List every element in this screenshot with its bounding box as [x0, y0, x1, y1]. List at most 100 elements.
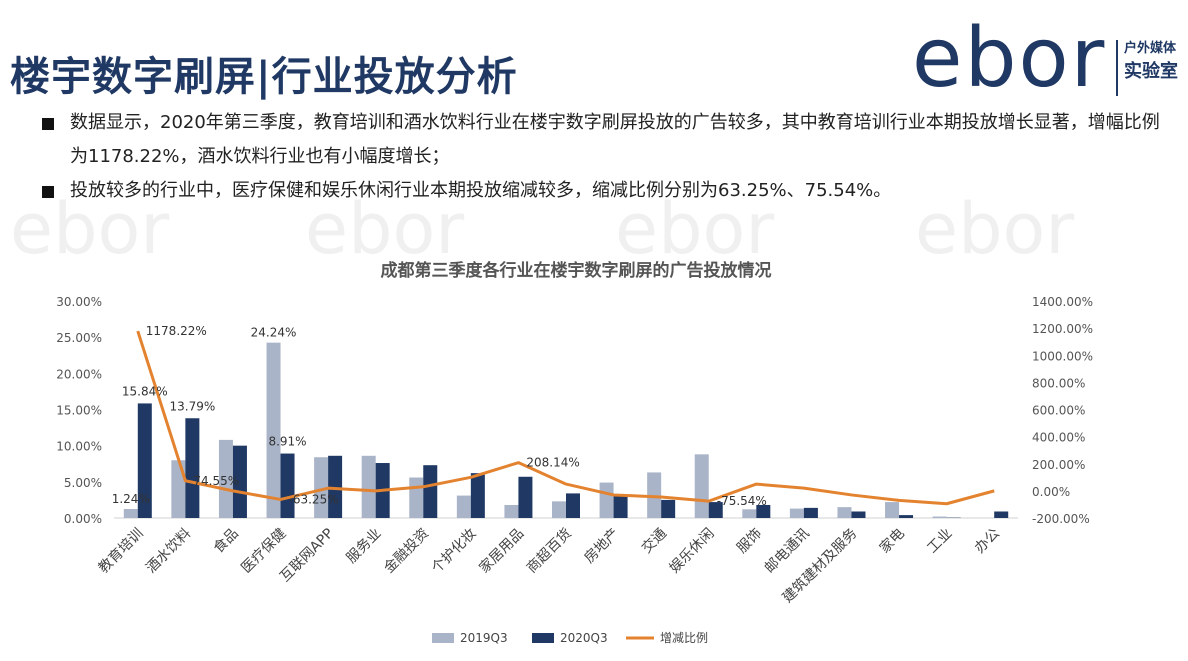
x-axis-category-label: 商超百货 [523, 525, 575, 577]
bar-2020q3 [280, 453, 295, 518]
bar-2020q3 [232, 445, 247, 518]
bar-2019q3 [837, 507, 852, 518]
left-axis-tick-label: 15.00% [56, 404, 102, 418]
x-axis-category-label: 交通 [638, 525, 670, 557]
x-axis-category-label: 个护化妆 [429, 526, 480, 577]
bar-2019q3 [789, 508, 804, 518]
watermark-3: ebor [615, 188, 775, 270]
bar-2020q3 [518, 476, 533, 518]
brand-logo: ebor 户外媒体 实验室 [912, 18, 1182, 102]
right-axis-tick-label: 1000.00% [1032, 349, 1093, 363]
bar-2020q3 [661, 499, 676, 518]
data-label: -63.25% [289, 492, 339, 506]
left-axis-tick-label: 0.00% [64, 512, 102, 526]
chart-title: 成都第三季度各行业在楼宇数字刷屏的广告投放情况 [381, 260, 772, 281]
data-label: 13.79% [169, 399, 215, 413]
bar-2019q3 [266, 342, 281, 518]
page-title: 楼宇数字刷屏|行业投放分析 [10, 54, 518, 100]
right-axis-tick-label: -200.00% [1032, 512, 1090, 526]
data-label: 1.24% [112, 492, 150, 506]
right-axis-tick-label: 1200.00% [1032, 322, 1093, 336]
watermark-1: ebor [10, 188, 170, 270]
x-axis-category-label: 房地产 [581, 526, 622, 567]
data-label: 74.55% [193, 474, 239, 488]
logo-badge: 户外媒体 实验室 [1116, 40, 1180, 96]
x-axis-category-label: 娱乐休闲 [667, 526, 718, 577]
bar-2020q3 [899, 515, 914, 518]
bullet-square-icon [42, 118, 54, 130]
bar-2019q3 [885, 502, 900, 518]
x-axis-category-label: 食品 [210, 525, 242, 557]
right-axis-tick-label: 400.00% [1032, 431, 1085, 445]
bar-2020q3 [470, 473, 485, 518]
x-axis-category-label: 金融投资 [381, 526, 432, 577]
bullet-text: 数据显示，2020年第三季度，教育培训和酒水饮料行业在楼宇数字刷屏投放的广告较多… [70, 112, 1160, 167]
data-label: 24.24% [251, 326, 297, 340]
right-axis-tick-label: 200.00% [1032, 458, 1085, 472]
data-label: 8.91% [268, 435, 306, 449]
bar-2020q3 [708, 502, 723, 518]
x-axis-category-label: 教育培训 [96, 526, 147, 577]
bullet-item: 投放较多的行业中，医疗保健和娱乐休闲行业本期投放缩减较多，缩减比例分别为63.2… [40, 174, 1160, 208]
bar-2019q3 [171, 460, 186, 518]
right-axis-tick-label: 800.00% [1032, 376, 1085, 390]
summary-bullets: 数据显示，2020年第三季度，教育培训和酒水饮料行业在楼宇数字刷屏投放的广告较多… [40, 106, 1160, 208]
logo-badge-line1: 户外媒体 [1124, 41, 1177, 56]
bar-2020q3 [613, 496, 628, 518]
left-axis-tick-label: 5.00% [64, 476, 102, 490]
bar-2019q3 [599, 482, 614, 518]
right-axis-tick-label: 0.00% [1032, 485, 1070, 499]
data-label: 15.84% [122, 384, 168, 398]
bar-2020q3 [566, 493, 580, 518]
legend-label: 2019Q3 [460, 631, 508, 645]
bar-2020q3 [803, 507, 818, 518]
logo-badge-line2: 实验室 [1124, 61, 1178, 82]
x-axis-category-label: 酒水饮料 [143, 526, 194, 577]
x-axis-category-label: 家电 [876, 525, 908, 557]
bullet-square-icon [42, 186, 54, 198]
x-axis-category-label: 工业 [924, 526, 955, 557]
bar-2019q3 [552, 501, 566, 518]
x-axis-category-label: 办公 [972, 526, 1003, 557]
bullet-item: 数据显示，2020年第三季度，教育培训和酒水饮料行业在楼宇数字刷屏投放的广告较多… [40, 106, 1160, 174]
left-axis-tick-label: 20.00% [56, 367, 102, 381]
legend-swatch-2020q3 [532, 633, 554, 643]
line-change-ratio [136, 330, 995, 506]
legend-label: 增减比例 [660, 631, 708, 645]
bar-2019q3 [218, 439, 233, 518]
watermark-2: ebor [305, 188, 465, 270]
bar-2020q3 [185, 418, 200, 518]
bar-2020q3 [137, 403, 152, 518]
bar-2020q3 [851, 511, 866, 518]
bar-2019q3 [409, 477, 424, 518]
bar-2020q3 [756, 504, 771, 518]
legend-swatch-2019q3 [432, 633, 454, 643]
bar-2019q3 [456, 495, 471, 518]
bar-2019q3 [314, 457, 329, 518]
bar-2020q3 [423, 465, 438, 518]
data-label: 208.14% [526, 456, 579, 470]
bar-2019q3 [742, 509, 757, 518]
x-axis-category-label: 服务业 [344, 526, 385, 567]
bullet-text: 投放较多的行业中，医疗保健和娱乐休闲行业本期投放缩减较多，缩减比例分别为63.2… [70, 180, 892, 201]
x-axis-category-label: 服饰 [734, 526, 765, 557]
logo-wordmark: ebor [912, 11, 1107, 106]
bar-2019q3 [694, 454, 709, 518]
watermark-4: ebor [915, 188, 1075, 270]
bar-2020q3 [994, 511, 1009, 518]
bar-2019q3 [504, 504, 519, 518]
data-label: 1178.22% [146, 324, 207, 338]
bar-2019q3 [361, 455, 376, 518]
x-axis-category-label: 家居用品 [476, 525, 528, 577]
left-axis-tick-label: 25.00% [56, 331, 102, 345]
legend-label: 2020Q3 [560, 631, 608, 645]
data-label: -75.54% [717, 494, 767, 508]
bar-2019q3 [123, 509, 138, 518]
left-axis-tick-label: 30.00% [56, 295, 102, 309]
right-axis-tick-label: 600.00% [1032, 404, 1085, 418]
bar-2020q3 [328, 455, 343, 518]
right-axis-tick-label: 1400.00% [1032, 295, 1093, 309]
left-axis-tick-label: 10.00% [56, 440, 102, 454]
bar-2019q3 [932, 516, 947, 518]
